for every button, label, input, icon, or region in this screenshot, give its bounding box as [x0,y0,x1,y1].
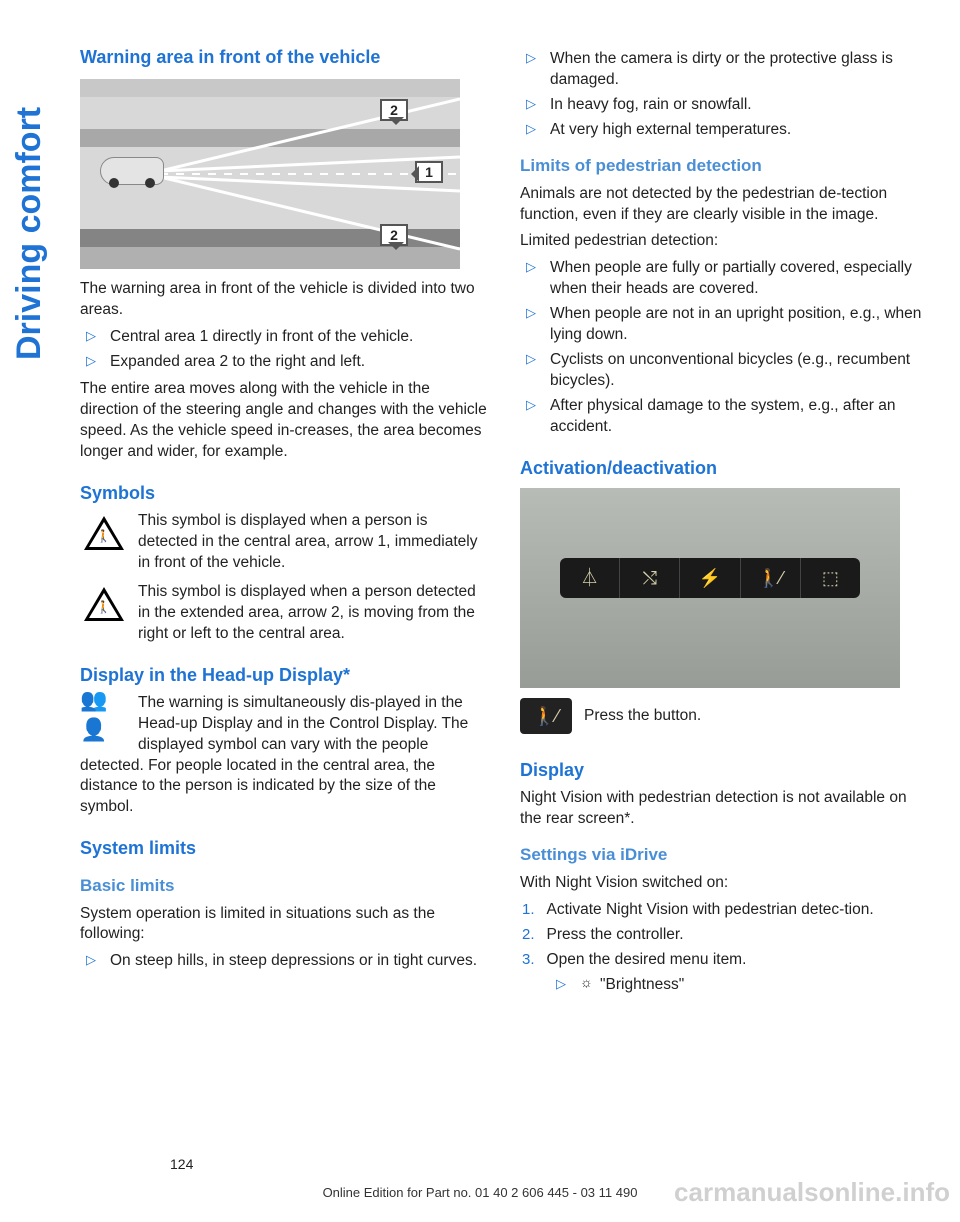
button-panel-photo: ⏃ ⤭ ⚡ 🚶⁄ ⬚ [520,488,900,688]
bullet-glyph: ▷ [86,951,96,972]
sub-bullet-text: "Brightness" [600,975,684,996]
symbol-row-2: 🚶 This symbol is displayed when a person… [80,582,490,645]
panel-button-icon: ⏃ [560,558,620,598]
para-animals: Animals are not detected by the pedestri… [520,184,930,226]
bullet-text: On steep hills, in steep depressions or … [110,951,477,972]
warning-area-diagram: 2 1 2 [80,79,460,269]
bullet-glyph: ▷ [526,95,536,116]
step-2: 2. Press the controller. [520,925,930,946]
para-basic-limits: System operation is limited in situation… [80,904,490,946]
bullet-text: Central area 1 directly in front of the … [110,327,413,348]
diagram-label-1: 1 [415,161,443,183]
heading-settings-idrive: Settings via iDrive [520,844,930,867]
symbol-text-1: This symbol is displayed when a person i… [138,512,477,571]
step-text: Activate Night Vision with pedestrian de… [547,900,874,921]
bullet-glyph: ▷ [526,120,536,141]
step-text: Press the controller. [547,925,684,946]
button-strip: ⏃ ⤭ ⚡ 🚶⁄ ⬚ [560,558,860,598]
para-area-moves: The entire area moves along with the veh… [80,379,490,463]
press-button-row: 🚶⁄ Press the button. [520,698,930,734]
section-title-vertical: Driving comfort [10,107,49,360]
heading-hud: Display in the Head-up Display* [80,663,490,687]
brightness-icon [580,975,600,996]
bullet-expanded-area: ▷ Expanded area 2 to the right and left. [80,352,490,373]
car-icon [100,157,164,185]
bullet-glyph: ▷ [526,258,536,300]
para-display-rear: Night Vision with pedestrian detection i… [520,788,930,830]
panel-button-icon: ⤭ [620,558,680,598]
panel-button-icon: ⬚ [801,558,860,598]
bullet-upright: ▷ When people are not in an upright posi… [520,304,930,346]
heading-warning-area: Warning area in front of the vehicle [80,45,490,69]
bullet-high-temp: ▷ At very high external temperatures. [520,120,930,141]
panel-button-icon: 🚶⁄ [741,558,801,598]
heading-display: Display [520,758,930,782]
watermark: carmanualsonline.info [674,1177,950,1208]
step-number: 3. [522,950,535,971]
page-content: Warning area in front of the vehicle 2 1… [80,45,930,996]
diagram-label-2-top: 2 [380,99,408,121]
people-group-icon: 👥👤 [80,693,128,737]
heading-basic-limits: Basic limits [80,875,490,898]
bullet-cyclists: ▷ Cyclists on unconventional bicycles (e… [520,350,930,392]
page-number: 124 [170,1156,193,1172]
bullet-text: Cyclists on unconventional bicycles (e.g… [550,350,930,392]
bullet-steep-hills: ▷ On steep hills, in steep depressions o… [80,951,490,972]
pedestrian-crossing-warning-icon: 🚶 [80,582,128,626]
bullet-text: In heavy fog, rain or snowfall. [550,95,752,116]
bullet-fog: ▷ In heavy fog, rain or snowfall. [520,95,930,116]
bullet-glyph: ▷ [526,304,536,346]
panel-button-icon: ⚡ [680,558,740,598]
step-number: 1. [522,900,535,921]
step-text: Open the desired menu item. [547,950,747,971]
bullet-central-area: ▷ Central area 1 directly in front of th… [80,327,490,348]
para-limited-ped: Limited pedestrian detection: [520,231,930,252]
heading-ped-limits: Limits of pedestrian detection [520,155,930,178]
bullet-text: At very high external temperatures. [550,120,791,141]
bullet-glyph: ▷ [86,327,96,348]
symbol-row-1: 🚶 This symbol is displayed when a person… [80,511,490,574]
bullet-glyph: ▷ [556,975,566,996]
bullet-text: Expanded area 2 to the right and left. [110,352,365,373]
heading-symbols: Symbols [80,481,490,505]
bullet-glyph: ▷ [526,396,536,438]
night-vision-button-icon: 🚶⁄ [520,698,572,734]
para-with-nv-on: With Night Vision switched on: [520,873,930,894]
diagram-label-2-bottom: 2 [380,224,408,246]
bullet-text: When people are not in an upright positi… [550,304,930,346]
left-column: Warning area in front of the vehicle 2 1… [80,45,490,996]
bullet-text: After physical damage to the system, e.g… [550,396,930,438]
bullet-glyph: ▷ [526,49,536,91]
right-column: ▷ When the camera is dirty or the protec… [520,45,930,996]
para-warning-divided: The warning area in front of the vehicle… [80,279,490,321]
bullet-damage: ▷ After physical damage to the system, e… [520,396,930,438]
bullet-text: When people are fully or partially cover… [550,258,930,300]
bullet-covered: ▷ When people are fully or partially cov… [520,258,930,300]
sub-bullet-brightness: ▷ "Brightness" [550,975,930,996]
step-1: 1. Activate Night Vision with pedestrian… [520,900,930,921]
symbol-text-2: This symbol is displayed when a person d… [138,583,476,642]
hud-row: 👥👤 The warning is simultaneously dis‐pla… [80,693,490,819]
bullet-glyph: ▷ [526,350,536,392]
step-3: 3. Open the desired menu item. [520,950,930,971]
step-number: 2. [522,925,535,946]
pedestrian-warning-icon: 🚶 [80,511,128,555]
heading-system-limits: System limits [80,836,490,860]
press-button-text: Press the button. [584,707,701,724]
hud-text: The warning is simultaneously dis‐played… [80,694,468,816]
bullet-text: When the camera is dirty or the protecti… [550,49,930,91]
bullet-glyph: ▷ [86,352,96,373]
heading-activation: Activation/deactivation [520,456,930,480]
bullet-camera-dirty: ▷ When the camera is dirty or the protec… [520,49,930,91]
